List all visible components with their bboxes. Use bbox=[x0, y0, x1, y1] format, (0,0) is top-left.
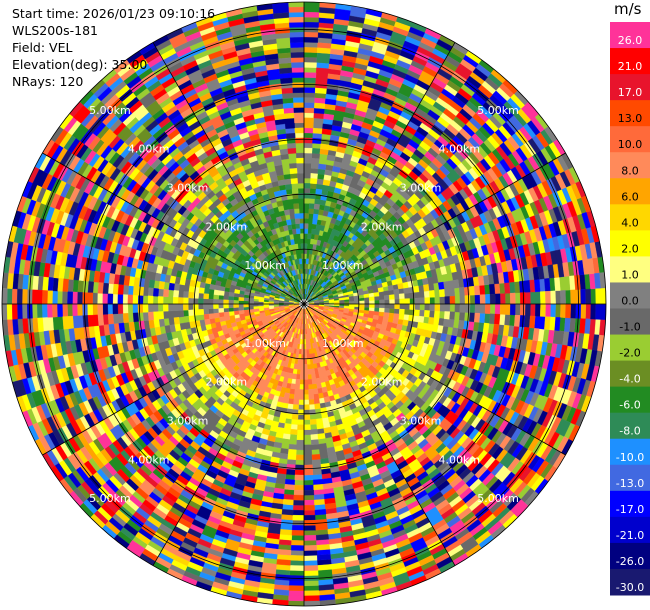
colorbar-swatch bbox=[610, 542, 650, 570]
colorbar-tick-label: -17.0 bbox=[616, 503, 644, 516]
colorbar-tick-label: -1.0 bbox=[619, 321, 640, 334]
colorbar-swatch bbox=[610, 360, 650, 388]
colorbar-swatch bbox=[610, 126, 650, 153]
colorbar-tick-label: -13.0 bbox=[616, 477, 644, 490]
colorbar-swatch bbox=[610, 100, 650, 127]
colorbar-tick-label: 0.0 bbox=[621, 295, 639, 308]
range-ring-label: 3.00km bbox=[167, 415, 209, 428]
colorbar-swatch bbox=[610, 230, 650, 257]
colorbar-tick-label: 6.0 bbox=[621, 190, 639, 203]
colorbar-tick-label: 26.0 bbox=[618, 34, 643, 47]
colorbar-tick-label: -21.0 bbox=[616, 529, 644, 542]
range-ring-label: 1.00km bbox=[244, 337, 286, 350]
range-ring-label: 3.00km bbox=[400, 415, 442, 428]
colorbar-tick-label: 10.0 bbox=[618, 138, 643, 151]
colorbar-swatch bbox=[610, 490, 650, 518]
colorbar-swatch bbox=[610, 438, 650, 466]
range-ring-label: 1.00km bbox=[244, 259, 286, 272]
range-ring-label: 4.00km bbox=[439, 453, 481, 466]
range-ring-label: 5.00km bbox=[89, 104, 131, 117]
colorbar-tick-label: 2.0 bbox=[621, 242, 639, 255]
colorbar-tick-label: 13.0 bbox=[618, 112, 643, 125]
colorbar-swatch bbox=[610, 386, 650, 414]
range-ring-label: 1.00km bbox=[322, 259, 364, 272]
range-ring-label: 5.00km bbox=[477, 104, 519, 117]
field-name: Field: VEL bbox=[12, 40, 73, 55]
velocity-gate-group bbox=[8, 8, 605, 591]
range-ring-label: 1.00km bbox=[322, 337, 364, 350]
colorbar-tick-label: -30.0 bbox=[616, 581, 644, 594]
range-ring-label: 4.00km bbox=[439, 143, 481, 156]
colorbar-swatch bbox=[610, 308, 650, 336]
azimuth-line bbox=[42, 152, 305, 305]
azimuth-line bbox=[303, 303, 456, 566]
colorbar-tick-label: -8.0 bbox=[619, 425, 640, 438]
azimuth-line bbox=[42, 303, 305, 456]
scan-info: Start time: 2026/01/23 09:10:16 WLS200s-… bbox=[12, 5, 215, 90]
range-ring-label: 2.00km bbox=[206, 376, 248, 389]
colorbar-tick-label: -2.0 bbox=[619, 347, 640, 360]
colorbar-swatch bbox=[610, 334, 650, 362]
colorbar-swatch bbox=[610, 22, 650, 49]
azimuth-line bbox=[303, 303, 566, 456]
range-ring-label: 4.00km bbox=[128, 143, 170, 156]
colorbar-tick-label: 8.0 bbox=[621, 164, 639, 177]
range-ring-label: 4.00km bbox=[128, 453, 170, 466]
range-ring-label: 2.00km bbox=[361, 220, 403, 233]
colorbar-swatch bbox=[610, 74, 650, 101]
colorbar-swatch bbox=[610, 178, 650, 205]
ppi-plot: 1.00km 1.00km 1.00km 1.00km 2.00km 2.00km 2.00… bbox=[1, 1, 607, 607]
azimuth-line bbox=[303, 152, 566, 305]
colorbar-tick-label: 1.0 bbox=[621, 268, 639, 281]
azimuth-line bbox=[152, 303, 305, 566]
range-ring-label: 5.00km bbox=[477, 492, 519, 505]
colorbar-swatch bbox=[610, 152, 650, 179]
nrays: NRays: 120 bbox=[12, 74, 84, 89]
azimuth-lines bbox=[2, 2, 606, 606]
start-time: Start time: 2026/01/23 09:10:16 bbox=[12, 6, 216, 21]
colorbar-swatch bbox=[610, 516, 650, 544]
range-ring-label: 3.00km bbox=[167, 182, 209, 195]
colorbar-tick-label: 17.0 bbox=[618, 86, 643, 99]
range-ring-label: 3.00km bbox=[400, 182, 442, 195]
elevation: Elevation(deg): 35.00 bbox=[12, 57, 148, 72]
range-ring-label: 5.00km bbox=[89, 492, 131, 505]
velocity-gates bbox=[1, 1, 607, 607]
colorbar-tick-label: 21.0 bbox=[618, 60, 643, 73]
range-ring-labels: 1.00km 1.00km 1.00km 1.00km 2.00km 2.00km 2.00… bbox=[89, 104, 519, 505]
colorbar-tick-label: 4.0 bbox=[621, 216, 639, 229]
colorbar-tick-label: -6.0 bbox=[619, 399, 640, 412]
azimuth-line bbox=[152, 42, 305, 305]
colorbar-swatch bbox=[610, 568, 650, 596]
colorbar-tick-label: -4.0 bbox=[619, 373, 640, 386]
colorbar-unit: m/s bbox=[614, 0, 642, 18]
range-ring-label: 2.00km bbox=[206, 220, 248, 233]
device-name: WLS200s-181 bbox=[12, 23, 98, 38]
colorbar-swatch bbox=[610, 464, 650, 492]
azimuth-line bbox=[303, 42, 456, 305]
colorbar: 26.0 21.0 17.0 13.0 10.0 8.0 6.0 4.0 2.0 1.0 0.0 -1… bbox=[610, 22, 650, 596]
colorbar-tick-label: -10.0 bbox=[616, 451, 644, 464]
colorbar-swatch bbox=[610, 256, 650, 283]
colorbar-swatch bbox=[610, 48, 650, 75]
colorbar-tick-label: -26.0 bbox=[616, 555, 644, 568]
range-ring-label: 2.00km bbox=[361, 376, 403, 389]
colorbar-swatch bbox=[610, 282, 650, 309]
velocity-gate-group bbox=[5, 7, 603, 600]
colorbar-swatch bbox=[610, 204, 650, 231]
colorbar-swatch bbox=[610, 412, 650, 440]
